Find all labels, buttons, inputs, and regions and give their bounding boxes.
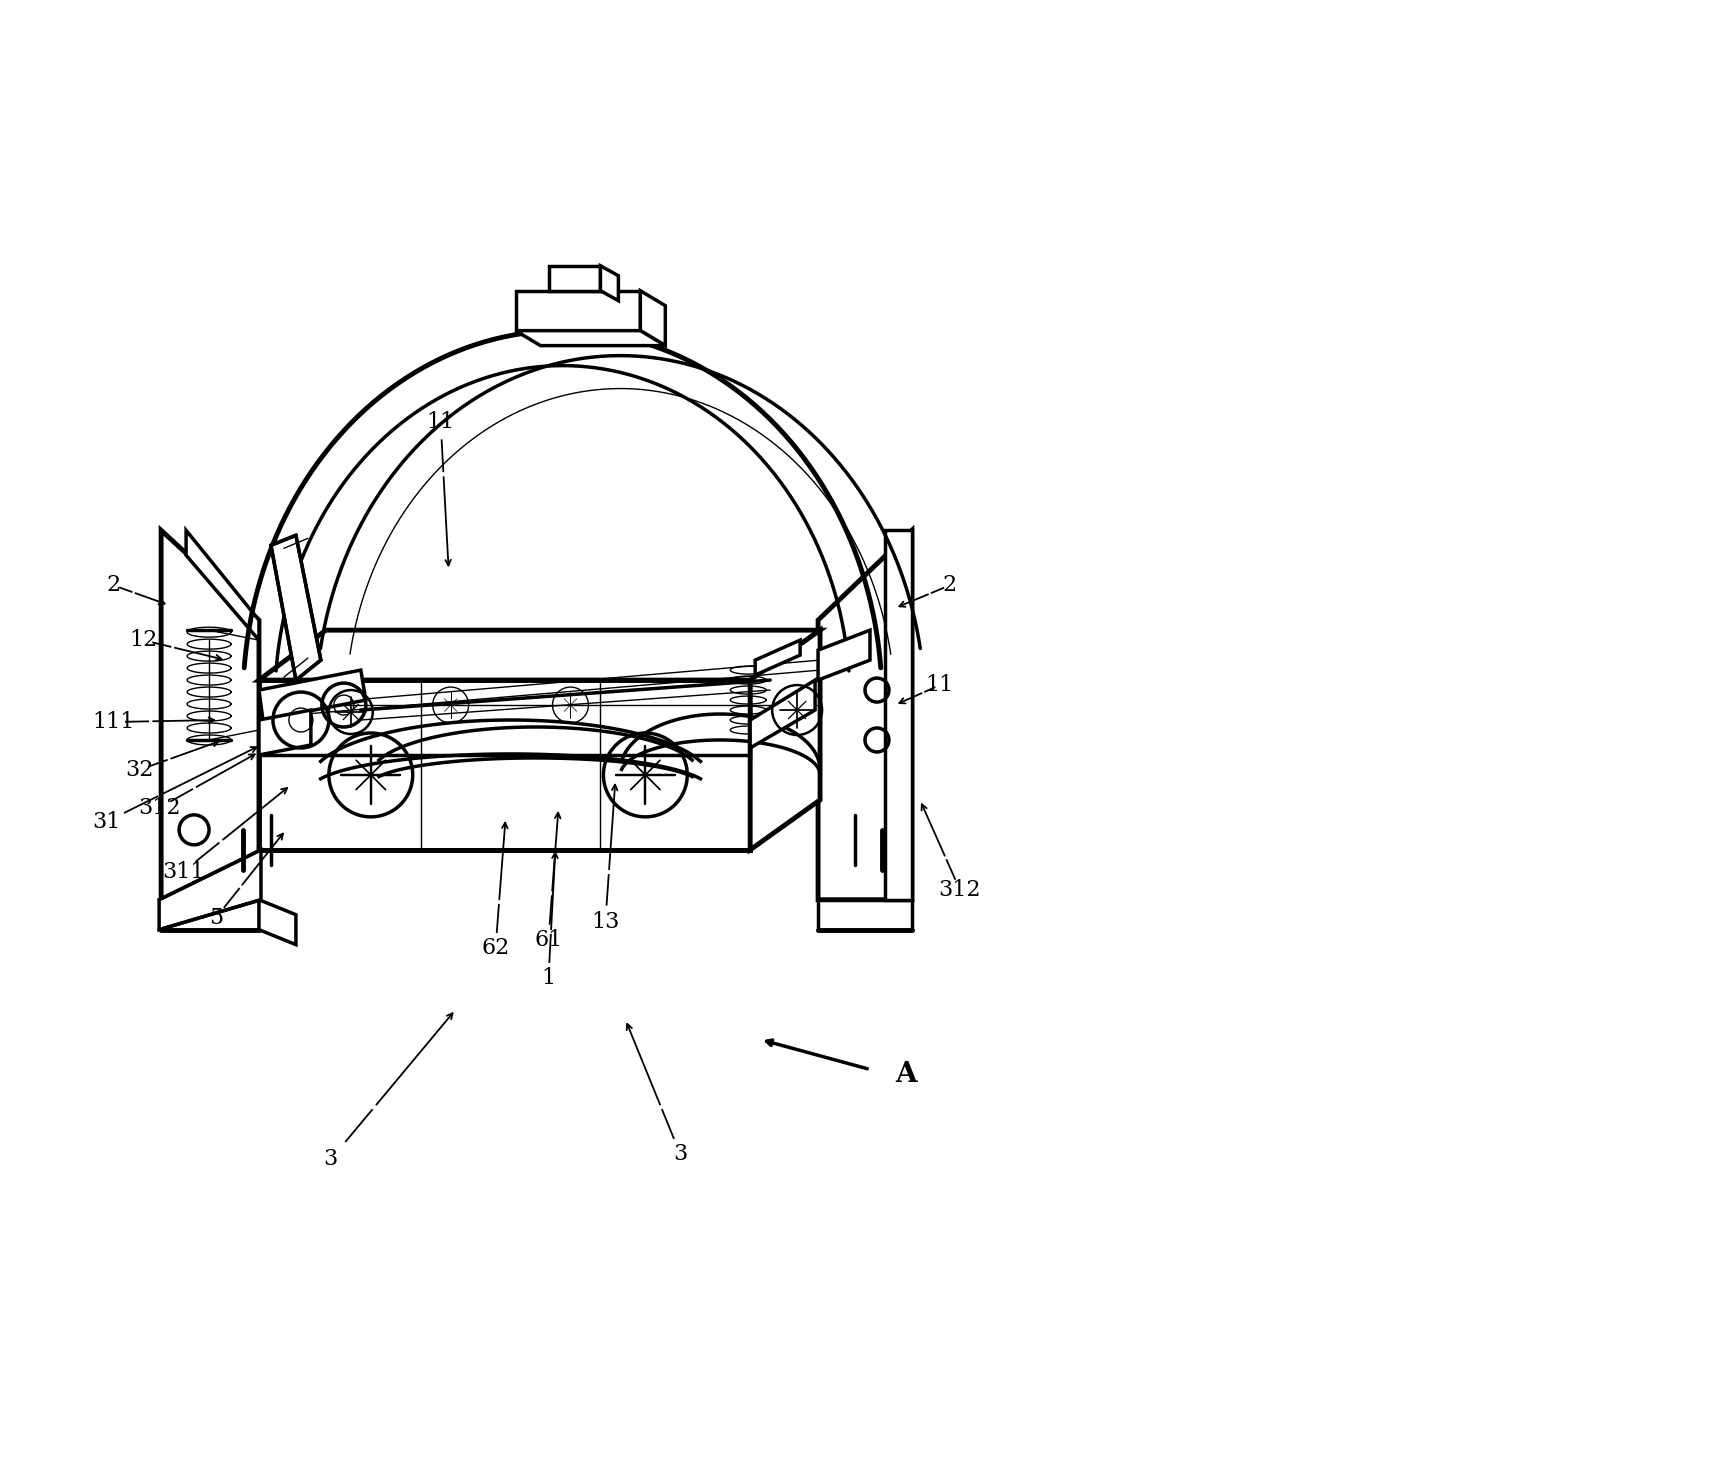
Polygon shape	[260, 670, 366, 720]
Polygon shape	[260, 680, 750, 850]
Polygon shape	[819, 631, 870, 680]
Text: 11: 11	[427, 412, 454, 434]
Polygon shape	[260, 899, 296, 945]
Polygon shape	[160, 850, 261, 930]
Text: 3: 3	[673, 1143, 688, 1165]
Text: 2: 2	[107, 574, 120, 596]
Text: 61: 61	[535, 929, 562, 950]
Text: 32: 32	[126, 759, 153, 781]
Text: 12: 12	[129, 629, 157, 651]
Polygon shape	[640, 291, 666, 346]
Polygon shape	[750, 680, 815, 748]
Polygon shape	[260, 710, 311, 755]
Text: 312: 312	[939, 879, 980, 901]
Polygon shape	[162, 899, 260, 930]
Text: 3: 3	[323, 1149, 339, 1171]
Text: 311: 311	[162, 861, 205, 883]
Polygon shape	[549, 266, 600, 291]
Polygon shape	[516, 291, 640, 330]
Polygon shape	[272, 536, 322, 680]
Text: 2: 2	[943, 574, 956, 596]
Text: 5: 5	[208, 907, 224, 929]
Polygon shape	[600, 266, 619, 301]
Text: 312: 312	[138, 797, 181, 819]
Polygon shape	[186, 530, 260, 639]
Polygon shape	[162, 530, 260, 899]
Polygon shape	[886, 530, 912, 899]
Text: 62: 62	[482, 937, 509, 959]
Polygon shape	[819, 530, 912, 899]
Text: 1: 1	[542, 967, 556, 988]
Text: 11: 11	[925, 675, 955, 696]
Text: 111: 111	[93, 711, 134, 733]
Polygon shape	[819, 899, 912, 930]
Polygon shape	[750, 631, 820, 850]
Text: 31: 31	[93, 810, 120, 832]
Text: A: A	[894, 1061, 917, 1088]
Text: 13: 13	[592, 911, 619, 933]
Polygon shape	[516, 330, 666, 346]
Polygon shape	[260, 631, 820, 680]
Polygon shape	[755, 639, 800, 675]
